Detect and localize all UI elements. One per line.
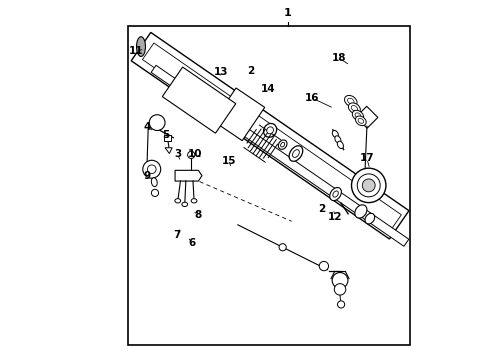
Ellipse shape: [151, 178, 157, 186]
Ellipse shape: [191, 199, 197, 203]
Ellipse shape: [347, 98, 354, 104]
Text: 10: 10: [188, 149, 203, 159]
Ellipse shape: [182, 202, 188, 207]
Polygon shape: [165, 148, 172, 153]
Text: 7: 7: [173, 230, 180, 239]
Ellipse shape: [348, 103, 360, 114]
Text: 12: 12: [328, 212, 343, 221]
Ellipse shape: [281, 142, 285, 147]
Ellipse shape: [333, 191, 338, 197]
Polygon shape: [143, 43, 401, 231]
Circle shape: [188, 151, 195, 158]
Bar: [164, 135, 171, 140]
Text: 16: 16: [305, 93, 319, 103]
Ellipse shape: [330, 188, 342, 201]
Polygon shape: [162, 67, 236, 133]
Text: 2: 2: [318, 204, 326, 214]
Text: 11: 11: [129, 46, 143, 56]
Ellipse shape: [351, 105, 358, 111]
Ellipse shape: [264, 123, 277, 137]
Polygon shape: [151, 65, 409, 246]
Circle shape: [357, 174, 380, 197]
Circle shape: [147, 165, 156, 174]
Text: 5: 5: [163, 130, 170, 140]
Text: 1: 1: [284, 8, 292, 18]
Circle shape: [149, 115, 165, 131]
Text: 9: 9: [144, 171, 151, 181]
Circle shape: [362, 179, 375, 192]
Circle shape: [332, 273, 348, 288]
Ellipse shape: [267, 127, 273, 134]
Ellipse shape: [289, 146, 303, 161]
Ellipse shape: [355, 113, 361, 118]
Text: 4: 4: [144, 122, 151, 132]
Text: 8: 8: [194, 210, 201, 220]
Ellipse shape: [175, 199, 181, 203]
Text: 18: 18: [332, 53, 346, 63]
Polygon shape: [175, 170, 202, 181]
Circle shape: [143, 160, 161, 178]
Text: 14: 14: [261, 84, 275, 94]
Ellipse shape: [358, 118, 364, 123]
Circle shape: [151, 189, 159, 197]
Text: 3: 3: [174, 149, 181, 159]
Circle shape: [334, 284, 346, 295]
Text: 17: 17: [360, 153, 374, 163]
Ellipse shape: [344, 95, 357, 107]
Polygon shape: [214, 88, 265, 141]
Text: 15: 15: [221, 156, 236, 166]
Ellipse shape: [278, 140, 287, 149]
Ellipse shape: [352, 111, 364, 121]
Ellipse shape: [355, 205, 367, 218]
Ellipse shape: [337, 141, 343, 149]
Ellipse shape: [335, 136, 341, 143]
Ellipse shape: [293, 150, 299, 157]
Ellipse shape: [365, 213, 375, 224]
Bar: [128, 26, 410, 345]
Ellipse shape: [137, 37, 146, 57]
Circle shape: [279, 244, 286, 251]
Text: 6: 6: [188, 238, 196, 248]
Polygon shape: [356, 106, 378, 128]
Text: 2: 2: [247, 66, 254, 76]
Ellipse shape: [332, 130, 339, 138]
Circle shape: [319, 261, 329, 271]
Polygon shape: [131, 32, 409, 239]
Text: 13: 13: [213, 67, 228, 77]
Circle shape: [351, 168, 386, 203]
Ellipse shape: [355, 116, 366, 126]
Circle shape: [338, 301, 344, 308]
